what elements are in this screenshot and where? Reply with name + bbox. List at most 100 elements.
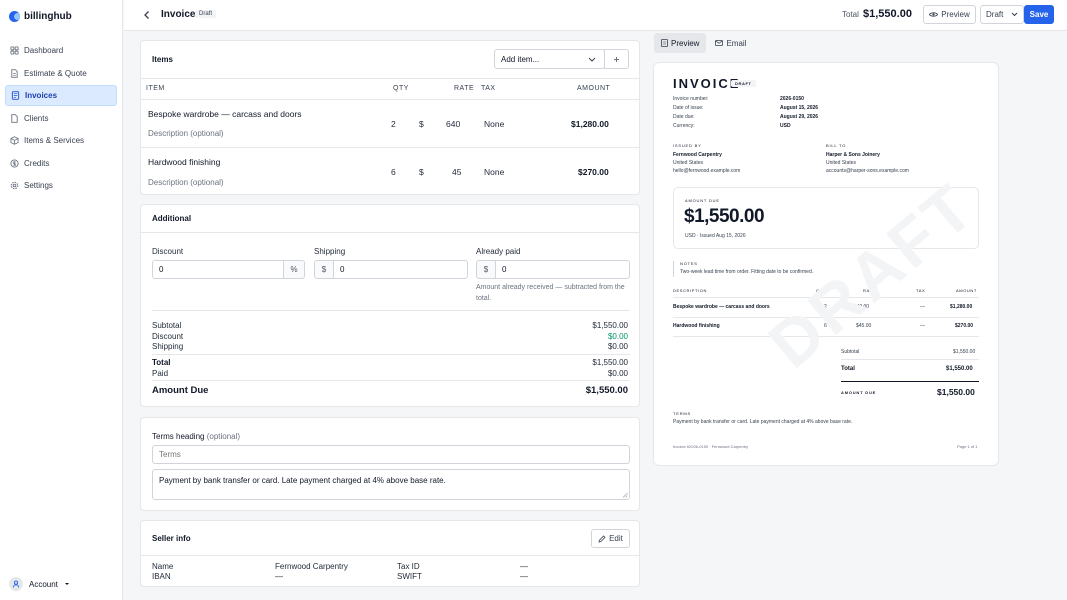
preview-subtotal-label: Subtotal — [841, 349, 860, 355]
edit-seller-button[interactable]: Edit — [591, 529, 630, 548]
caret-down-icon — [64, 583, 69, 585]
tab-preview-label: Preview — [671, 38, 700, 48]
terms-text-input[interactable]: Payment by bank transfer or card. Late p… — [152, 469, 630, 500]
mail-icon — [715, 40, 724, 46]
meta-label: Invoice number: — [673, 96, 709, 102]
sidebar-item-invoices[interactable]: Invoices — [5, 85, 117, 106]
meta-value: USD — [780, 123, 791, 129]
back-arrow-icon[interactable] — [142, 10, 152, 20]
status-select-value: Draft — [986, 10, 1004, 19]
pencil-icon — [598, 534, 606, 543]
seller-swift-label: SWIFT — [397, 572, 422, 581]
preview-label: Preview — [941, 10, 970, 19]
grid-icon — [10, 46, 19, 55]
sidebar-item-label: Invoices — [25, 91, 58, 100]
item-name[interactable]: Hardwood finishing — [148, 157, 221, 167]
seller-name-label: Name — [152, 562, 174, 571]
document-icon — [661, 39, 668, 47]
meta-label: Date of issue: — [673, 105, 704, 111]
paid-help-text: Amount already received — subtracted fro… — [476, 284, 625, 302]
preview-row-amount: $1,280.00 — [950, 304, 973, 310]
item-rate-currency: $ — [419, 119, 424, 129]
divider — [152, 310, 630, 311]
terms-heading-label: Terms heading (optional) — [152, 432, 240, 441]
summary-shipping-label: Shipping — [152, 342, 184, 351]
add-item-button[interactable] — [604, 49, 629, 69]
preview-header-amount: AMOUNT — [956, 288, 977, 293]
item-description[interactable]: Description (optional) — [148, 178, 224, 187]
top-bar: Invoice Draft Total $1,550.00 Preview Dr… — [124, 0, 1067, 31]
summary-subtotal-label: Subtotal — [152, 321, 182, 330]
terms-heading-input[interactable] — [152, 445, 630, 464]
seller-iban-label: IBAN — [152, 572, 171, 581]
tab-email[interactable]: Email — [708, 33, 753, 53]
item-qty[interactable]: 2 — [391, 119, 396, 129]
preview-terms-label: TERMS — [673, 411, 691, 416]
account-menu[interactable]: Account — [9, 577, 70, 591]
items-title: Items — [152, 55, 173, 64]
preview-row-rate: $640.00 — [851, 304, 870, 310]
amount-due-box-sub: USD · Issued Aug 15, 2026 — [685, 233, 746, 239]
preview-header-qty: QTY — [816, 288, 827, 293]
divider — [141, 232, 639, 233]
sidebar-item-estimate-quote[interactable]: Estimate & Quote — [5, 63, 117, 84]
save-button[interactable]: Save — [1024, 5, 1054, 24]
item-rate[interactable]: 640 — [446, 119, 461, 129]
discount-input[interactable]: 0 — [152, 260, 284, 279]
preview-row-rate: $45.00 — [856, 323, 872, 329]
sidebar-item-clients[interactable]: Clients — [5, 108, 117, 129]
tab-preview[interactable]: Preview — [654, 33, 707, 53]
preview-header-rate: RATE — [863, 288, 876, 293]
sidebar-item-label: Estimate & Quote — [24, 68, 87, 78]
brand-logo[interactable]: billinghub — [9, 11, 72, 22]
meta-label: Currency: — [673, 123, 695, 129]
preview-tabs: Preview Email — [654, 33, 753, 53]
item-tax[interactable]: None — [484, 119, 505, 129]
item-amount: $1,280.00 — [571, 119, 609, 129]
item-rate-currency: $ — [419, 167, 424, 177]
sidebar-item-settings[interactable]: Settings — [5, 175, 117, 196]
add-item-select[interactable]: Add item... — [494, 49, 605, 69]
page-title: Invoice — [161, 9, 196, 20]
preview-row-qty: 6 — [824, 323, 827, 329]
sidebar-item-items-services[interactable]: Items & Services — [5, 130, 117, 151]
issued-by-label: ISSUED BY — [673, 143, 702, 148]
item-qty[interactable]: 6 — [391, 167, 396, 177]
status-badge: Draft — [195, 10, 217, 18]
preview-row-tax: — — [920, 304, 925, 310]
item-description[interactable]: Description (optional) — [148, 129, 224, 138]
sidebar-item-label: Dashboard — [24, 46, 64, 55]
item-name[interactable]: Bespoke wardrobe — carcass and doors — [148, 109, 302, 119]
preview-terms-text: Payment by bank transfer or card. Late p… — [673, 419, 853, 425]
edit-label: Edit — [609, 534, 623, 543]
resize-handle-icon[interactable] — [622, 492, 628, 498]
shipping-input[interactable]: 0 — [333, 260, 468, 279]
meta-value: 2026-0150 — [780, 96, 804, 102]
sidebar-item-dashboard[interactable]: Dashboard — [5, 40, 117, 61]
chevron-down-icon — [588, 57, 596, 62]
column-header-qty: QTY — [393, 85, 409, 92]
preview-header-description: DESCRIPTION — [673, 288, 707, 293]
paid-input[interactable]: 0 — [495, 260, 630, 279]
issuer-name: Fernwood Carpentry — [673, 152, 722, 158]
column-header-item: ITEM — [146, 85, 165, 92]
amount-due-box-label: AMOUNT DUE — [685, 198, 720, 203]
summary-subtotal: $1,550.00 — [592, 321, 628, 330]
sidebar-item-label: Items & Services — [24, 136, 85, 145]
add-item-placeholder: Add item... — [501, 54, 540, 64]
sidebar: billinghub Dashboard Estimate & Quote In… — [0, 0, 123, 600]
plus-icon — [614, 56, 619, 62]
preview-button[interactable]: Preview — [923, 5, 976, 24]
seller-card: Seller info Edit Name Fernwood Carpentry… — [140, 520, 640, 587]
status-select[interactable]: Draft — [980, 5, 1024, 24]
sidebar-item-label: Clients — [24, 113, 49, 123]
sidebar-item-credits[interactable]: Credits — [5, 153, 117, 174]
clients-icon — [11, 113, 18, 123]
divider — [841, 381, 979, 382]
items-card: Items Add item... ITEM QTY RATE TAX AMOU… — [140, 40, 640, 195]
issuer-email: hello@fernwood.example.com — [673, 168, 741, 174]
divider — [673, 317, 979, 318]
item-tax[interactable]: None — [484, 167, 505, 177]
item-rate[interactable]: 45 — [452, 167, 462, 177]
amount-due-box: AMOUNT DUE $1,550.00 USD · Issued Aug 15… — [673, 187, 979, 249]
